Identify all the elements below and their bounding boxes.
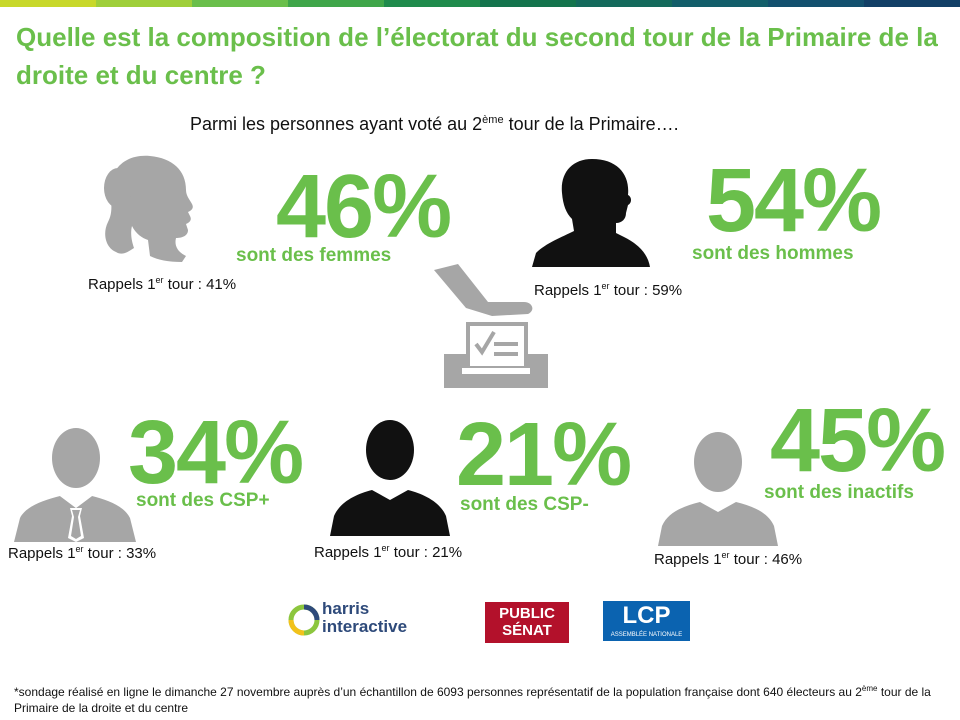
footnote: *sondage réalisé en ligne le dimanche 27… — [14, 681, 954, 716]
color-strip — [0, 0, 96, 7]
page-title: Quelle est la composition de l’électorat… — [16, 22, 938, 90]
rappel-value: tour : 33% — [83, 545, 157, 562]
rappel-text: Rappels 1 — [534, 282, 602, 299]
inactifs-caption: sont des inactifs — [764, 482, 914, 503]
color-strip — [480, 0, 576, 7]
subtitle: Parmi les personnes ayant voté au 2ème t… — [190, 114, 679, 135]
footnote-text: *sondage réalisé en ligne le dimanche 27… — [14, 685, 862, 699]
men-percent: 54% — [706, 151, 882, 251]
inactifs-rappel: Rappels 1er tour : 46% — [654, 550, 802, 568]
rappel-sup: er — [721, 550, 730, 560]
color-strip — [384, 0, 480, 7]
harris-text: harris interactive — [322, 600, 407, 636]
csp-plus-percent: 34% — [128, 403, 304, 503]
footnote-text-end: tour de la Primaire de la droite et du c… — [14, 685, 931, 715]
color-strip — [192, 0, 288, 7]
color-strip — [672, 0, 768, 7]
women-percent: 46% — [276, 157, 452, 257]
rappel-text: Rappels 1 — [88, 276, 156, 293]
inactifs-percent: 45% — [770, 391, 946, 491]
lcp-logo: LCP ASSEMBLÉE NATIONALE — [603, 601, 690, 641]
rappel-text: Rappels 1 — [654, 551, 722, 568]
lcp-text: LCP — [622, 602, 671, 629]
ps-line2: SÉNAT — [502, 622, 552, 639]
men-rappel: Rappels 1er tour : 59% — [534, 281, 682, 299]
rappel-sup: er — [155, 275, 164, 285]
rappel-value: tour : 59% — [609, 282, 683, 299]
subtitle-sup: ème — [482, 114, 504, 126]
women-rappel: Rappels 1er tour : 41% — [88, 275, 236, 293]
woman-silhouette-icon — [104, 155, 193, 262]
harris-interactive-logo: harris interactive — [288, 598, 448, 642]
women-caption: sont des femmes — [236, 245, 392, 266]
rappel-sup: er — [601, 281, 610, 291]
rappel-value: tour : 21% — [389, 544, 463, 561]
csp-plus-rappel: Rappels 1er tour : 33% — [8, 544, 156, 562]
subtitle-text-end: tour de la Primaire…. — [503, 114, 679, 134]
men-caption: sont des hommes — [692, 243, 854, 264]
rappel-value: tour : 46% — [729, 551, 803, 568]
harris-line1: harris — [322, 599, 370, 618]
csp-minus-caption: sont des CSP- — [460, 494, 589, 515]
color-strip — [864, 0, 960, 7]
suit-person-icon — [14, 428, 136, 542]
inactive-person-icon — [658, 432, 778, 546]
color-strip — [576, 0, 672, 7]
csp-minus-percent: 21% — [456, 405, 632, 505]
public-senat-logo: PUBLIC SÉNAT — [485, 602, 569, 643]
rappel-text: Rappels 1 — [8, 545, 76, 562]
csp-minus-rappel: Rappels 1er tour : 21% — [314, 543, 462, 561]
harris-line2: interactive — [322, 617, 408, 636]
rappel-sup: er — [75, 544, 84, 554]
harris-circle-icon — [288, 604, 320, 636]
worker-person-icon — [330, 420, 450, 536]
footnote-sup: ème — [861, 684, 878, 693]
top-color-bar — [0, 0, 960, 7]
rappel-value: tour : 41% — [163, 276, 237, 293]
lcp-subtext: ASSEMBLÉE NATIONALE — [610, 632, 683, 638]
rappel-text: Rappels 1 — [314, 544, 382, 561]
rappel-sup: er — [381, 543, 390, 553]
color-strip — [288, 0, 384, 7]
man-silhouette-icon — [532, 159, 650, 267]
subtitle-text: Parmi les personnes ayant voté au 2 — [190, 114, 483, 134]
ps-line1: PUBLIC — [499, 605, 555, 622]
color-strip — [768, 0, 864, 7]
ballot-box-icon — [434, 264, 548, 388]
color-strip — [96, 0, 192, 7]
csp-plus-caption: sont des CSP+ — [136, 490, 270, 511]
